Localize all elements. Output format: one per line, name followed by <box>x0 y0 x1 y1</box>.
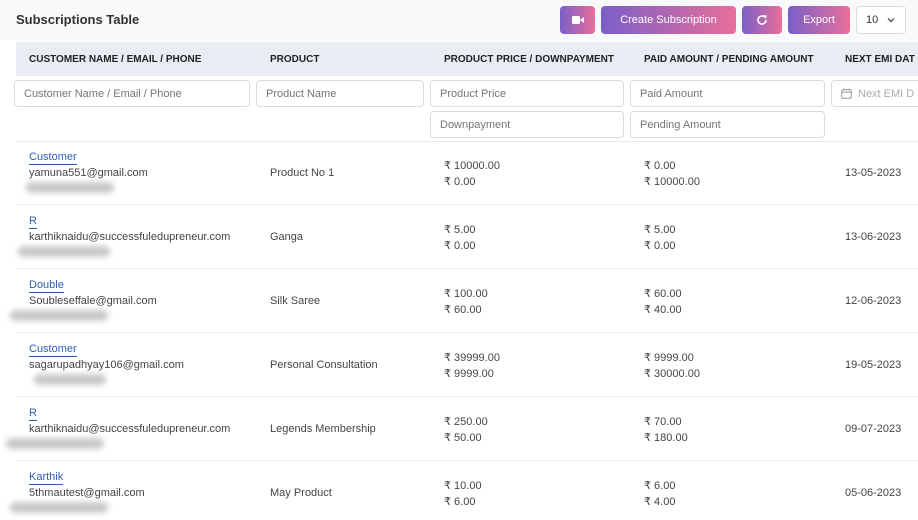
pending-amount: ₹ 30000.00 <box>644 368 700 380</box>
downpayment-filter-input[interactable] <box>430 111 624 138</box>
row-divider <box>16 204 918 205</box>
product-name: Ganga <box>270 231 304 243</box>
table-header <box>16 42 918 76</box>
row-divider <box>16 460 918 461</box>
product-price: ₹ 10000.00 <box>444 160 500 172</box>
refresh-icon <box>757 15 767 25</box>
pending-amount: ₹ 40.00 <box>644 304 682 316</box>
customer-name-link[interactable]: Customer <box>29 343 77 357</box>
video-button[interactable] <box>560 6 595 34</box>
downpayment: ₹ 9999.00 <box>444 368 494 380</box>
row-divider <box>16 332 918 333</box>
next-emi-date: 13-06-2023 <box>845 231 902 243</box>
paid-amount: ₹ 0.00 <box>644 160 676 172</box>
redacted-phone <box>26 182 114 193</box>
customer-email: yamuna551@gmail.com <box>29 167 148 179</box>
customer-name-link[interactable]: Karthik <box>29 471 64 485</box>
downpayment: ₹ 0.00 <box>444 240 476 252</box>
customer-name-link[interactable]: R <box>29 407 37 421</box>
redacted-phone <box>34 374 106 385</box>
pending-amount: ₹ 10000.00 <box>644 176 700 188</box>
video-camera-icon <box>571 16 584 24</box>
product-name: Product No 1 <box>270 167 335 179</box>
customer-name-link[interactable]: Customer <box>29 151 77 165</box>
product-name: Personal Consultation <box>270 359 378 371</box>
next-emi-filter-input[interactable]: Next EMI D <box>831 80 918 107</box>
product-name: Legends Membership <box>270 423 376 435</box>
customer-name-link[interactable]: R <box>29 215 37 229</box>
pending-filter-input[interactable] <box>630 111 825 138</box>
paid-amount: ₹ 9999.00 <box>644 352 694 364</box>
paid-filter-input[interactable] <box>630 80 825 107</box>
redacted-phone <box>10 502 108 513</box>
next-emi-date: 19-05-2023 <box>845 359 902 371</box>
chevron-down-icon <box>887 18 895 23</box>
row-divider <box>16 396 918 397</box>
product-name: May Product <box>270 487 332 499</box>
downpayment: ₹ 6.00 <box>444 496 476 508</box>
next-emi-date: 09-07-2023 <box>845 423 902 435</box>
product-price: ₹ 39999.00 <box>444 352 500 364</box>
paid-amount: ₹ 5.00 <box>644 224 676 236</box>
paid-amount: ₹ 6.00 <box>644 480 676 492</box>
pending-amount: ₹ 180.00 <box>644 432 688 444</box>
page-size-select[interactable]: 10 <box>856 6 906 34</box>
product-price: ₹ 5.00 <box>444 224 476 236</box>
export-button[interactable]: Export <box>788 6 850 34</box>
pending-amount: ₹ 4.00 <box>644 496 676 508</box>
customer-name-link[interactable]: Double <box>29 279 64 293</box>
next-emi-date: 05-06-2023 <box>845 487 902 499</box>
paid-amount: ₹ 60.00 <box>644 288 682 300</box>
customer-email: karthiknaidu@successfuledupreneur.com <box>29 231 231 243</box>
column-header-customer: CUSTOMER NAME / EMAIL / PHONE <box>29 54 202 65</box>
column-header-product: PRODUCT <box>270 54 320 65</box>
pending-amount: ₹ 0.00 <box>644 240 676 252</box>
column-header-price: PRODUCT PRICE / DOWNPAYMENT <box>444 54 615 65</box>
calendar-icon <box>841 88 852 99</box>
product-price: ₹ 100.00 <box>444 288 488 300</box>
product-price: ₹ 10.00 <box>444 480 482 492</box>
page-size-value: 10 <box>866 14 879 26</box>
redacted-phone <box>6 438 104 449</box>
product-filter-input[interactable] <box>256 80 424 107</box>
next-emi-date: 13-05-2023 <box>845 167 902 179</box>
next-emi-date: 12-06-2023 <box>845 295 902 307</box>
refresh-button[interactable] <box>742 6 782 34</box>
redacted-phone <box>10 310 108 321</box>
redacted-phone <box>18 246 110 257</box>
row-divider <box>16 141 918 142</box>
downpayment: ₹ 50.00 <box>444 432 482 444</box>
downpayment: ₹ 60.00 <box>444 304 482 316</box>
customer-email: Soubleseffale@gmail.com <box>29 295 157 307</box>
customer-email: sagarupadhyay106@gmail.com <box>29 359 184 371</box>
product-price: ₹ 250.00 <box>444 416 488 428</box>
downpayment: ₹ 0.00 <box>444 176 476 188</box>
customer-filter-input[interactable] <box>14 80 250 107</box>
page-title: Subscriptions Table <box>16 12 140 27</box>
column-header-paid: PAID AMOUNT / PENDING AMOUNT <box>644 54 814 65</box>
price-filter-input[interactable] <box>430 80 624 107</box>
column-header-next-emi: NEXT EMI DAT <box>845 54 915 65</box>
row-divider <box>16 268 918 269</box>
create-subscription-button[interactable]: Create Subscription <box>601 6 736 34</box>
paid-amount: ₹ 70.00 <box>644 416 682 428</box>
product-name: Silk Saree <box>270 295 321 307</box>
next-emi-placeholder: Next EMI D <box>858 87 915 100</box>
customer-email: 5thmautest@gmail.com <box>29 487 145 499</box>
customer-email: karthiknaidu@successfuledupreneur.com <box>29 423 231 435</box>
